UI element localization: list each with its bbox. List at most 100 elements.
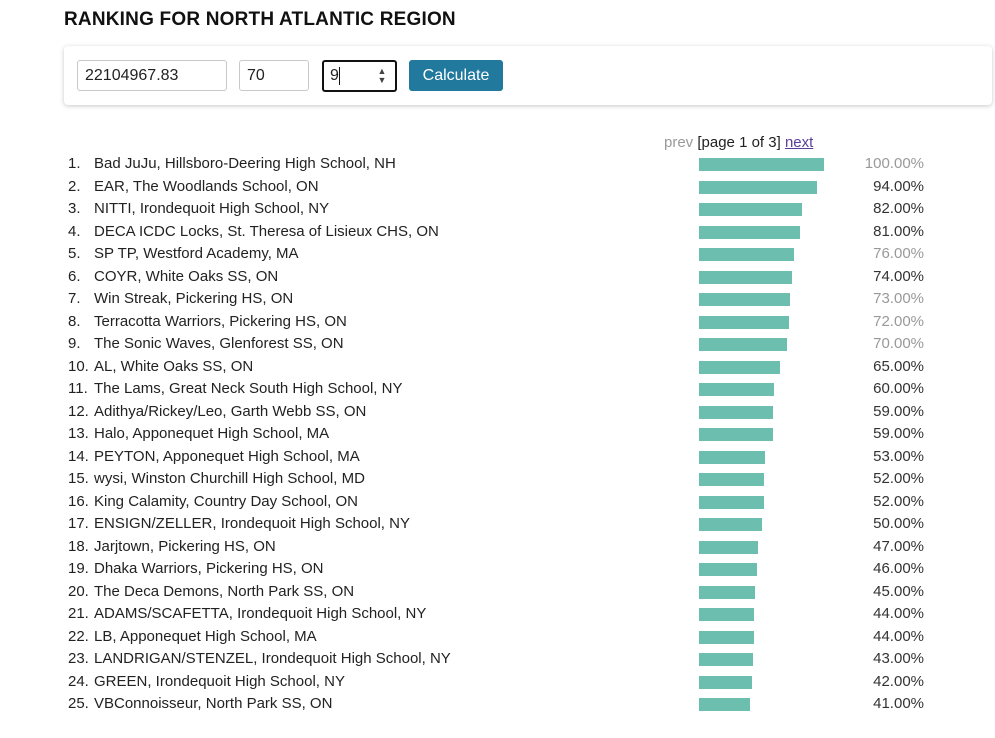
score-bar [699, 405, 773, 419]
team-name: VBConnoisseur, North Park SS, ON [94, 695, 333, 712]
ranking-row: 6. COYR, White Oaks SS, ON 74.00% [0, 266, 995, 289]
team-name: DECA ICDC Locks, St. Theresa of Lisieux … [94, 222, 439, 240]
score-percent: 53.00% [873, 447, 924, 465]
team-name: SP TP, Westford Academy, MA [94, 245, 299, 262]
team-name: Bad JuJu, Hillsboro-Deering High School,… [94, 155, 396, 172]
score-bar [699, 293, 790, 306]
rank-number: 22. [68, 627, 89, 645]
score-bar [699, 315, 789, 329]
score-percent: 73.00% [873, 290, 924, 307]
score-percent: 72.00% [873, 312, 924, 330]
score-bar [699, 248, 794, 261]
score-percent: 52.00% [873, 470, 924, 487]
rank-number: 4. [68, 222, 81, 240]
score-bar [699, 518, 762, 531]
score-percent: 94.00% [873, 177, 924, 195]
next-page-link[interactable]: next [784, 134, 814, 151]
team-name: NITTI, Irondequoit High School, NY [94, 200, 330, 217]
score-bar [699, 540, 758, 554]
ranking-row: 13. Halo, Apponequet High School, MA 59.00… [0, 423, 995, 446]
team-name: GREEN, Irondequoit High School, NY [94, 672, 345, 690]
amount-input[interactable] [77, 60, 227, 91]
ranking-row: 10. AL, White Oaks SS, ON 65.00% [0, 356, 995, 379]
count-stepper-value: 9 [330, 67, 339, 84]
score-bar [699, 585, 755, 599]
text-caret [339, 67, 340, 85]
ranking-row: 15. wysi, Winston Churchill High School, … [0, 468, 995, 491]
team-name: The Sonic Waves, Glenforest SS, ON [94, 335, 344, 352]
score-percent: 59.00% [873, 425, 924, 442]
score-bar [699, 675, 752, 689]
score-bar [699, 428, 773, 441]
ranking-row: 20. The Deca Demons, North Park SS, ON 45.… [0, 581, 995, 604]
ranking-row: 24. GREEN, Irondequoit High School, NY 42.… [0, 671, 995, 694]
rank-number: 5. [68, 245, 81, 262]
rank-number: 9. [68, 335, 81, 352]
rank-number: 11. [68, 380, 88, 397]
rank-number: 13. [68, 425, 89, 442]
team-name: ENSIGN/ZELLER, Irondequoit High School, … [94, 515, 410, 532]
score-percent: 70.00% [873, 335, 924, 352]
score-bar [699, 563, 757, 576]
rank-number: 25. [68, 695, 89, 712]
score-bar [699, 338, 787, 351]
score-percent: 47.00% [873, 537, 924, 555]
team-name: AL, White Oaks SS, ON [94, 357, 254, 375]
count-stepper[interactable]: 9 ▲ ▼ [322, 60, 397, 92]
ranking-row: 8. Terracotta Warriors, Pickering HS, ON 7… [0, 311, 995, 334]
spin-arrows-icon[interactable]: ▲ ▼ [377, 66, 387, 85]
ranking-row: 22. LB, Apponequet High School, MA 44.00% [0, 626, 995, 649]
ranking-row: 17. ENSIGN/ZELLER, Irondequoit High Schoo… [0, 513, 995, 536]
score-bar [699, 698, 750, 711]
percent-input[interactable] [239, 60, 309, 91]
ranking-row: 12. Adithya/Rickey/Leo, Garth Webb SS, ON… [0, 401, 995, 424]
ranking-row: 5. SP TP, Westford Academy, MA 76.00% [0, 243, 995, 266]
score-bar [699, 608, 754, 621]
score-percent: 81.00% [873, 222, 924, 240]
team-name: Adithya/Rickey/Leo, Garth Webb SS, ON [94, 402, 367, 420]
score-percent: 43.00% [873, 650, 924, 667]
team-name: LB, Apponequet High School, MA [94, 627, 317, 645]
ranking-row: 18. Jarjtown, Pickering HS, ON 47.00% [0, 536, 995, 559]
score-bar [699, 383, 774, 396]
ranking-row: 1. Bad JuJu, Hillsboro-Deering High Schoo… [0, 153, 995, 176]
team-name: wysi, Winston Churchill High School, MD [94, 470, 365, 487]
rank-number: 7. [68, 290, 81, 307]
ranking-row: 19. Dhaka Warriors, Pickering HS, ON 46.00… [0, 558, 995, 581]
ranking-row: 7. Win Streak, Pickering HS, ON 73.00% [0, 288, 995, 311]
rank-number: 10. [68, 357, 89, 375]
score-percent: 76.00% [873, 245, 924, 262]
rank-number: 1. [68, 155, 81, 172]
team-name: ADAMS/SCAFETTA, Irondequoit High School,… [94, 605, 427, 622]
page-indicator: [page 1 of 3] [697, 134, 781, 151]
rank-number: 3. [68, 200, 81, 217]
score-percent: 52.00% [873, 492, 924, 510]
pagination: prev [page 1 of 3] next [664, 134, 813, 151]
score-bar [699, 630, 754, 644]
team-name: Jarjtown, Pickering HS, ON [94, 537, 276, 555]
rank-number: 21. [68, 605, 89, 622]
team-name: Terracotta Warriors, Pickering HS, ON [94, 312, 347, 330]
score-bar [699, 180, 817, 194]
rank-number: 24. [68, 672, 89, 690]
calculate-button[interactable]: Calculate [409, 60, 503, 91]
rank-number: 15. [68, 470, 89, 487]
score-percent: 50.00% [873, 515, 924, 532]
score-percent: 41.00% [873, 695, 924, 712]
prev-page-link[interactable]: prev [664, 134, 694, 151]
rank-number: 6. [68, 267, 81, 285]
rank-number: 8. [68, 312, 81, 330]
score-bar [699, 270, 792, 284]
rank-number: 14. [68, 447, 89, 465]
team-name: COYR, White Oaks SS, ON [94, 267, 279, 285]
score-percent: 42.00% [873, 672, 924, 690]
score-percent: 82.00% [873, 200, 924, 217]
ranking-row: 21. ADAMS/SCAFETTA, Irondequoit High Scho… [0, 603, 995, 626]
team-name: The Lams, Great Neck South High School, … [94, 380, 403, 397]
team-name: Win Streak, Pickering HS, ON [94, 290, 294, 307]
team-name: PEYTON, Apponequet High School, MA [94, 447, 360, 465]
ranking-list: 1. Bad JuJu, Hillsboro-Deering High Schoo… [0, 153, 995, 716]
calculator-panel: 9 ▲▼ Calculate [64, 46, 992, 105]
score-percent: 74.00% [873, 267, 924, 285]
page-title: RANKING FOR NORTH ATLANTIC REGION [64, 9, 456, 30]
